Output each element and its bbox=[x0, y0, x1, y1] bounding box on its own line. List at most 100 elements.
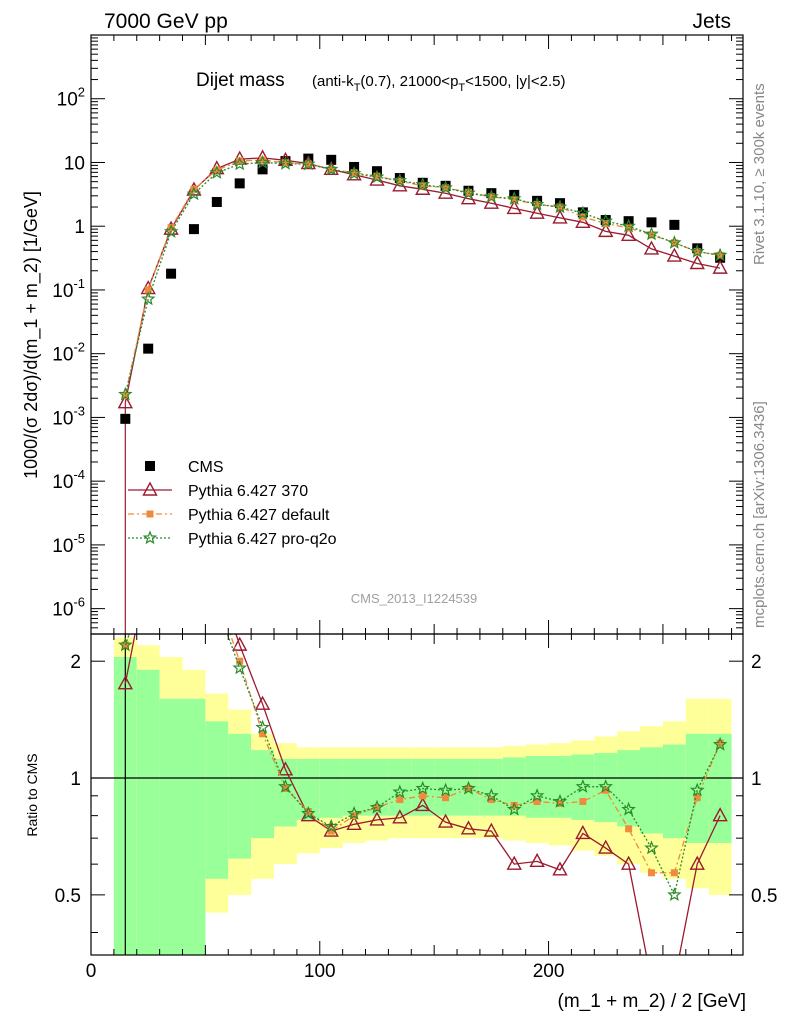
data-point bbox=[120, 413, 131, 424]
data-point bbox=[188, 224, 199, 235]
legend-label: Pythia 6.427 370 bbox=[188, 483, 308, 500]
y-tick-label: 10-4 bbox=[52, 467, 85, 493]
ratio-point bbox=[442, 794, 450, 802]
ratio-point bbox=[506, 801, 522, 816]
data-point bbox=[350, 169, 358, 177]
data-point bbox=[689, 255, 705, 270]
band-inner-bin bbox=[708, 733, 732, 844]
data-point bbox=[620, 226, 637, 242]
data-point bbox=[600, 215, 611, 226]
data-point bbox=[118, 386, 133, 401]
data-point bbox=[415, 176, 430, 191]
data-point bbox=[232, 156, 247, 171]
band-inner-bin bbox=[205, 721, 229, 879]
band-inner-bin bbox=[411, 758, 435, 816]
band-inner-bin bbox=[274, 758, 297, 827]
legend-item: Pythia 6.427 default bbox=[128, 507, 330, 524]
data-point bbox=[369, 169, 385, 184]
data-point bbox=[510, 196, 518, 204]
series-line bbox=[124, 159, 721, 396]
y-tick-label: 10 bbox=[64, 153, 85, 174]
y-tick-label: 10-2 bbox=[52, 340, 85, 366]
data-point bbox=[575, 213, 591, 229]
ratio-point bbox=[121, 641, 129, 649]
ratio-point bbox=[484, 788, 499, 802]
legend: CMS Pythia 6.427 370 Pythia 6.427 default P… bbox=[128, 459, 337, 548]
band-inner-bin bbox=[228, 733, 252, 859]
data-point bbox=[506, 199, 522, 215]
data-point bbox=[486, 188, 497, 199]
ratio-point bbox=[579, 798, 587, 806]
x-axis-label: (m_1 + m_2) / 2 [GeV] bbox=[558, 991, 747, 1012]
data-point bbox=[533, 200, 541, 208]
y-tick-label: 10-6 bbox=[52, 595, 85, 621]
legend-marker bbox=[146, 510, 154, 518]
y-tick-label: 102 bbox=[57, 85, 85, 111]
data-point bbox=[647, 231, 655, 239]
band-inner-bin bbox=[136, 669, 160, 955]
header-right: Jets bbox=[692, 10, 731, 33]
ratio-point bbox=[415, 780, 430, 795]
ratio-point bbox=[277, 761, 294, 776]
data-point bbox=[644, 226, 659, 241]
data-point bbox=[163, 224, 179, 238]
ratio-series-pythia-6-427-370 bbox=[117, 634, 728, 955]
band-inner-bin bbox=[159, 698, 183, 955]
data-point bbox=[255, 154, 270, 169]
data-point bbox=[598, 222, 614, 238]
ratio-point bbox=[647, 869, 655, 877]
band-inner-bin bbox=[182, 698, 206, 955]
ratio-tick-label-right: 0.5 bbox=[751, 886, 777, 907]
ratio-point bbox=[712, 736, 728, 751]
ratio-point bbox=[259, 730, 267, 738]
ratio-point bbox=[437, 813, 454, 828]
band-inner-bin bbox=[342, 758, 366, 816]
y-tick-label: 10-3 bbox=[52, 403, 85, 429]
ratio-tick-label-right: 1 bbox=[751, 769, 762, 790]
data-point bbox=[579, 213, 587, 221]
ratio-tick-label: 1 bbox=[70, 769, 81, 790]
y-tick-label: 1 bbox=[74, 217, 85, 238]
data-point bbox=[323, 161, 339, 176]
ratio-point bbox=[304, 807, 312, 815]
ratio-point bbox=[575, 824, 591, 840]
data-point bbox=[281, 159, 289, 167]
data-point bbox=[667, 235, 682, 249]
band-inner-bin bbox=[525, 755, 549, 818]
ratio-point bbox=[254, 695, 271, 710]
data-point bbox=[529, 196, 545, 211]
ratio-point bbox=[281, 784, 289, 792]
ratio-point bbox=[529, 788, 545, 802]
ratio-point bbox=[392, 784, 408, 799]
data-point bbox=[575, 205, 591, 220]
ratio-point bbox=[598, 779, 613, 793]
y-axis-label: 1000/(σ 2dσ)/d(m_1 + m_2) [1/GeV] bbox=[21, 191, 42, 479]
data-point bbox=[689, 243, 705, 258]
ratio-point bbox=[323, 818, 339, 833]
series-pythia-6-427-370 bbox=[117, 149, 728, 409]
ratio-point bbox=[346, 805, 362, 820]
ratio-point bbox=[255, 719, 270, 734]
ratio-point bbox=[117, 675, 133, 690]
ratio-point bbox=[118, 637, 133, 652]
data-point bbox=[346, 165, 362, 180]
data-point bbox=[392, 172, 408, 187]
legend-item: Pythia 6.427 370 bbox=[128, 481, 308, 500]
data-point bbox=[209, 165, 225, 179]
ratio-tick-label: 2 bbox=[70, 652, 81, 673]
legend-label: Pythia 6.427 default bbox=[188, 507, 330, 524]
ratio-point bbox=[461, 780, 476, 795]
ratio-point bbox=[506, 855, 522, 870]
ratio-point bbox=[438, 782, 453, 797]
x-tick-label: 100 bbox=[304, 961, 336, 982]
legend-label: CMS bbox=[188, 459, 224, 476]
data-point bbox=[643, 240, 660, 255]
data-point bbox=[506, 191, 522, 205]
main-panel-series bbox=[117, 149, 728, 634]
mcplots-label: mcplots.cern.ch [arXiv:1306.3436] bbox=[751, 401, 768, 628]
data-point bbox=[552, 199, 568, 214]
ratio-point bbox=[533, 798, 541, 806]
y-tick-label: 10-5 bbox=[52, 531, 85, 557]
ratio-point bbox=[369, 811, 385, 826]
chart-title-main: Dijet mass bbox=[196, 70, 285, 91]
